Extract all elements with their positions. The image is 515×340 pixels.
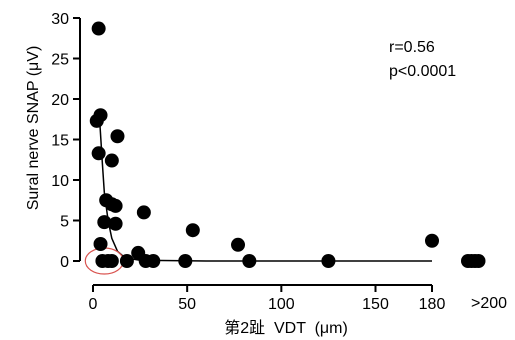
axes: 0 5 10 15 20 25 30 0 50 100 150 180 [51, 11, 445, 313]
data-point [97, 215, 112, 230]
data-point [110, 129, 125, 144]
data-point [146, 254, 161, 268]
data-point-overflow [471, 254, 486, 268]
data-point [321, 254, 336, 268]
x-tick-label: 100 [268, 296, 295, 313]
data-point [108, 198, 123, 213]
y-tick-label: 25 [51, 52, 69, 69]
y-tick-label: 10 [51, 173, 69, 190]
y-tick-label: 15 [51, 133, 69, 150]
fit-curve [98, 119, 432, 262]
y-tick-label: 5 [60, 214, 69, 231]
data-point [425, 233, 439, 248]
data-point [185, 223, 200, 238]
data-point [178, 254, 193, 268]
x-tick-label: 180 [419, 296, 446, 313]
correlation-annotation: r=0.56 [389, 39, 435, 56]
y-tick-label: 0 [60, 254, 69, 271]
x-axis-label: 第2趾 VDT (μm) [224, 319, 348, 337]
x-overflow-tick-label: >200 [471, 295, 507, 312]
data-point [242, 254, 257, 268]
data-point [119, 254, 134, 268]
data-points [89, 21, 486, 268]
data-point [108, 216, 123, 231]
y-tick-label: 30 [51, 11, 69, 28]
data-point [91, 21, 106, 36]
data-point [93, 236, 108, 251]
data-point [136, 205, 151, 220]
data-point [104, 153, 119, 168]
data-point [231, 237, 246, 252]
data-point [104, 254, 119, 268]
x-tick-label: 0 [89, 296, 98, 313]
y-tick-label: 20 [51, 92, 69, 109]
x-tick-label: 50 [178, 296, 196, 313]
data-point [89, 113, 104, 128]
x-tick-label: 150 [362, 296, 389, 313]
y-axis-label: Sural nerve SNAP (μV) [25, 46, 42, 211]
p-value-annotation: p<0.0001 [389, 63, 456, 80]
data-point [91, 146, 106, 161]
